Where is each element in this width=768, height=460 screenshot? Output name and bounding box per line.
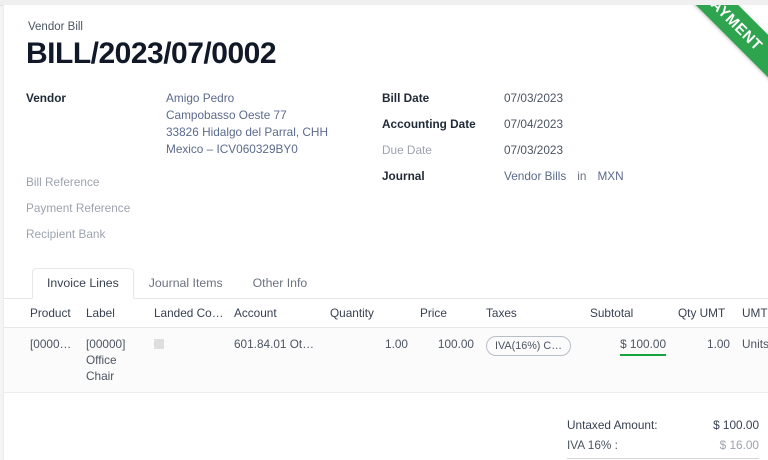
cell-product-text: [00000] Offic… bbox=[30, 337, 74, 351]
field-vendor: Vendor Amigo Pedro Campobasso Oeste 77 3… bbox=[26, 90, 382, 158]
vendor-address-line-1: Campobasso Oeste 77 bbox=[166, 108, 287, 122]
vendor-name[interactable]: Amigo Pedro bbox=[166, 91, 235, 105]
tab-journal-items[interactable]: Journal Items bbox=[148, 276, 223, 290]
cell-label-text: [00000] Office Chair bbox=[86, 337, 126, 383]
tabs-bottom-rule bbox=[4, 298, 768, 299]
journal-label: Journal bbox=[382, 169, 425, 183]
journal-value-group: Vendor Bills in MXN bbox=[504, 168, 624, 184]
field-accounting-date: Accounting Date 07/04/2023 bbox=[382, 116, 712, 133]
page-title: BILL/2023/07/0002 bbox=[26, 37, 277, 70]
journal-in-text: in bbox=[577, 169, 587, 183]
untaxed-amount-label: Untaxed Amount: bbox=[567, 418, 658, 432]
cell-label[interactable]: [00000] Office Chair bbox=[80, 327, 148, 393]
vendor-column: Vendor Amigo Pedro Campobasso Oeste 77 3… bbox=[26, 90, 382, 252]
table-header-row: Product Label Landed Co… Account Quantit… bbox=[4, 299, 768, 328]
due-date-label: Due Date bbox=[382, 143, 432, 157]
field-recipient-bank: Recipient Bank bbox=[26, 226, 382, 243]
cell-qty-umt[interactable]: 1.00 bbox=[672, 327, 736, 393]
field-journal: Journal Vendor Bills in MXN bbox=[382, 168, 712, 185]
vendor-label: Vendor bbox=[26, 91, 66, 105]
col-header-account[interactable]: Account bbox=[228, 299, 324, 328]
col-header-quantity[interactable]: Quantity bbox=[324, 299, 414, 328]
table-row[interactable]: [00000] Offic… [00000] Office Chair 601.… bbox=[4, 327, 768, 393]
due-date-input[interactable]: 07/03/2023 bbox=[504, 143, 564, 157]
breadcrumb: Vendor Bill bbox=[28, 21, 83, 33]
vendor-address-line-3: Mexico – ICV060329BY0 bbox=[166, 142, 298, 156]
totals-row-untaxed: Untaxed Amount: $ 100.00 bbox=[567, 415, 759, 435]
notebook-tabs: Invoice Lines Journal Items Other Info bbox=[4, 268, 768, 299]
cell-quantity[interactable]: 1.00 bbox=[324, 327, 414, 393]
accounting-date-label: Accounting Date bbox=[382, 117, 476, 131]
recipient-bank-label: Recipient Bank bbox=[26, 227, 106, 241]
col-header-price[interactable]: Price bbox=[414, 299, 480, 328]
totals-row-total: Total: $ 116.00 bbox=[567, 458, 759, 460]
bill-reference-label: Bill Reference bbox=[26, 175, 100, 189]
vendor-value-block[interactable]: Amigo Pedro Campobasso Oeste 77 33826 Hi… bbox=[166, 90, 328, 158]
journal-currency[interactable]: MXN bbox=[597, 169, 624, 183]
accounting-date-input[interactable]: 07/04/2023 bbox=[504, 117, 564, 131]
form-sheet: IN PAYMENT Vendor Bill BILL/2023/07/0002… bbox=[3, 5, 768, 460]
col-header-qty-umt[interactable]: Qty UMT bbox=[672, 299, 736, 328]
tax-value: $ 16.00 bbox=[719, 438, 759, 452]
cell-umt-ad[interactable]: Units bbox=[736, 327, 768, 393]
cell-taxes[interactable]: IVA(16%) C… bbox=[480, 327, 584, 393]
col-header-landed-cost[interactable]: Landed Co… bbox=[148, 299, 228, 328]
tax-tag[interactable]: IVA(16%) C… bbox=[486, 336, 571, 356]
field-bill-date: Bill Date 07/03/2023 bbox=[382, 90, 712, 107]
cell-account[interactable]: 601.84.01 Ot… bbox=[228, 327, 324, 393]
totals-row-tax: IVA 16% : $ 16.00 bbox=[567, 435, 759, 455]
field-due-date: Due Date 07/03/2023 bbox=[382, 142, 712, 159]
landed-cost-checkbox-icon[interactable] bbox=[154, 339, 164, 349]
vendor-address-line-2: 33826 Hidalgo del Parral, CHH bbox=[166, 125, 328, 139]
col-header-taxes[interactable]: Taxes bbox=[480, 299, 584, 328]
tax-label[interactable]: IVA 16% : bbox=[567, 438, 618, 452]
bill-date-label: Bill Date bbox=[382, 91, 430, 105]
col-header-label[interactable]: Label bbox=[80, 299, 148, 328]
col-header-subtotal[interactable]: Subtotal bbox=[584, 299, 672, 328]
field-payment-reference: Payment Reference bbox=[26, 200, 382, 217]
cell-account-text: 601.84.01 Ot… bbox=[234, 337, 315, 351]
field-bill-reference: Bill Reference bbox=[26, 174, 382, 191]
col-header-umt-ad[interactable]: UMT Ad… bbox=[736, 299, 768, 328]
col-header-product[interactable]: Product bbox=[4, 299, 80, 328]
cell-subtotal-text: $ 100.00 bbox=[620, 336, 666, 356]
bill-date-input[interactable]: 07/03/2023 bbox=[504, 91, 564, 105]
untaxed-amount-value: $ 100.00 bbox=[713, 418, 759, 432]
invoice-lines-table: Product Label Landed Co… Account Quantit… bbox=[4, 299, 768, 393]
tab-other-info[interactable]: Other Info bbox=[252, 276, 308, 290]
cell-product[interactable]: [00000] Offic… bbox=[4, 327, 80, 393]
totals-panel: Untaxed Amount: $ 100.00 IVA 16% : $ 16.… bbox=[4, 415, 768, 460]
journal-name[interactable]: Vendor Bills bbox=[504, 169, 567, 183]
dates-column: Bill Date 07/03/2023 Accounting Date 07/… bbox=[382, 90, 712, 252]
cell-subtotal: $ 100.00 bbox=[584, 327, 672, 393]
payment-reference-label: Payment Reference bbox=[26, 201, 131, 215]
tab-invoice-lines[interactable]: Invoice Lines bbox=[32, 268, 134, 299]
cell-landed-cost[interactable] bbox=[148, 327, 228, 393]
cell-price[interactable]: 100.00 bbox=[414, 327, 480, 393]
header-info-grid: Vendor Amigo Pedro Campobasso Oeste 77 3… bbox=[26, 90, 747, 252]
